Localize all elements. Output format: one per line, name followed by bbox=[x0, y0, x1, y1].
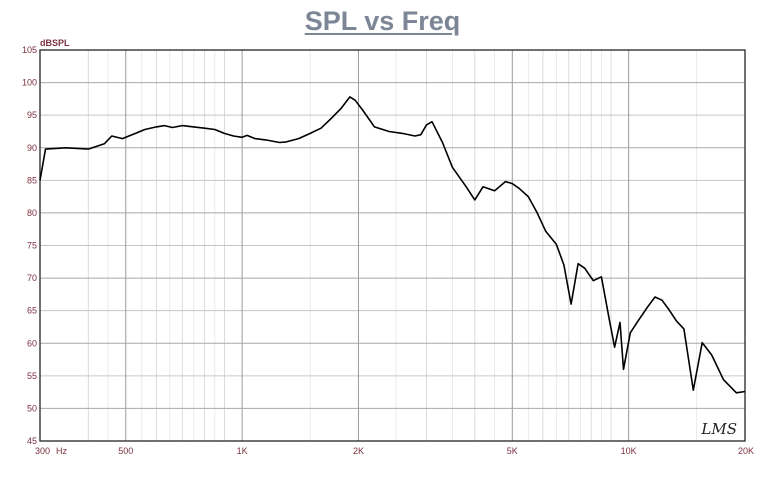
y-tick-label: 85 bbox=[27, 175, 37, 185]
x-tick-label: 500 bbox=[118, 446, 133, 456]
y-tick-label: 60 bbox=[27, 338, 37, 348]
x-tick-label: 5K bbox=[507, 446, 518, 456]
y-axis-label: dBSPL bbox=[40, 38, 70, 48]
lms-watermark: LMS bbox=[700, 420, 737, 438]
x-tick-label: 10K bbox=[621, 446, 637, 456]
x-tick-labels: 300 500 1K 2K 5K 10K 20K bbox=[35, 446, 754, 456]
x-tick-label: 1K bbox=[237, 446, 248, 456]
major-gridlines bbox=[40, 50, 745, 441]
spl-series-line bbox=[39, 96, 746, 394]
y-tick-label: 50 bbox=[27, 403, 37, 413]
y-tick-label: 45 bbox=[27, 436, 37, 446]
y-tick-label: 95 bbox=[27, 110, 37, 120]
y-tick-label: 80 bbox=[27, 208, 37, 218]
chart-title: SPL vs Freq bbox=[304, 6, 461, 36]
y-tick-label: 75 bbox=[27, 241, 37, 251]
y-tick-label: 65 bbox=[27, 306, 37, 316]
x-tick-label: 2K bbox=[353, 446, 364, 456]
minor-gridlines bbox=[40, 49, 745, 442]
y-tick-label: 70 bbox=[27, 273, 37, 283]
x-tick-label: 20K bbox=[738, 446, 754, 456]
x-axis-unit: Hz bbox=[56, 446, 67, 456]
y-tick-label: 90 bbox=[27, 143, 37, 153]
x-tick-label: 300 bbox=[35, 446, 50, 456]
y-tick-label: 105 bbox=[22, 45, 37, 55]
y-tick-label: 55 bbox=[27, 371, 37, 381]
y-tick-label: 100 bbox=[22, 78, 37, 88]
y-tick-labels: 45 50 55 60 65 70 75 80 85 90 95 100 105 bbox=[22, 45, 37, 446]
plot-frame bbox=[39, 49, 746, 442]
